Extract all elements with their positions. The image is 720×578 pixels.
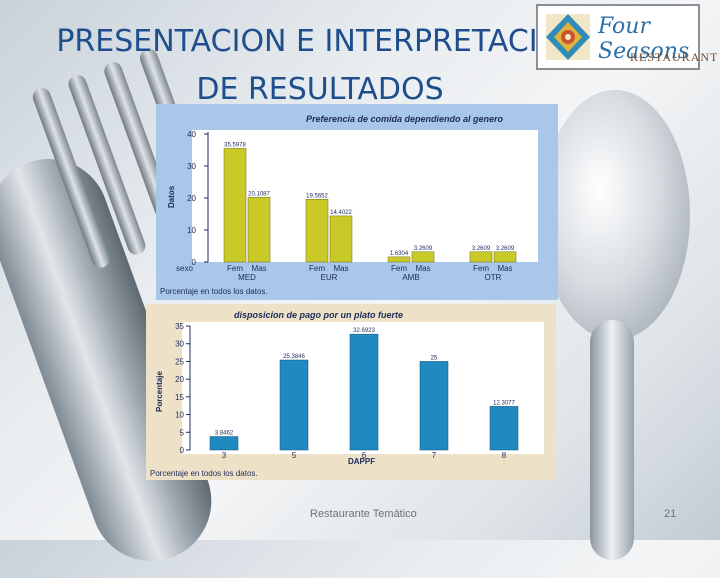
chart1-bar-5: [411, 251, 435, 263]
chart1-sub-label-1: Mas: [251, 264, 266, 273]
chart1-data-label-2: 19.5652: [306, 193, 328, 199]
chart1-group-label-1: EUR: [321, 273, 338, 282]
chart2-category-label-1: 5: [292, 451, 297, 460]
logo-sub-text: RESTAURANT: [630, 50, 719, 64]
chart1-ytick-0: 0: [192, 258, 197, 267]
gender-food-preference-chart: Preferencia de comida dependiendo al gen…: [156, 104, 558, 300]
chart2-category-label-4: 8: [502, 451, 507, 460]
chart1-data-label-7: 3.2609: [496, 246, 515, 252]
chart1-bar-2: [305, 199, 329, 263]
title-line-1: PRESENTACION E INTERPRETACION: [56, 24, 584, 59]
chart1-bar-4: [387, 256, 411, 263]
chart2-svg: disposicion de pago por un plato fuerte …: [150, 310, 544, 478]
chart2-ytick-6: 30: [175, 340, 184, 349]
chart1-sub-label-4: Fem: [391, 264, 407, 273]
chart1-row-label: sexo: [176, 264, 193, 273]
chart2-ylabel: Porcentaje: [155, 371, 164, 412]
chart1-sub-label-7: Mas: [497, 264, 512, 273]
chart1-bar-7: [493, 251, 517, 263]
chart2-data-label-1: 25.3846: [283, 354, 305, 360]
chart1-data-label-5: 3.2609: [414, 246, 433, 252]
chart1-bar-6: [469, 251, 493, 263]
chart1-bar-1: [247, 197, 271, 263]
chart1-data-label-4: 1.6304: [390, 251, 409, 257]
chart2-footnote: Porcentaje en todos los datos.: [150, 469, 258, 478]
chart2-category-label-2: 6: [362, 451, 367, 460]
spoon-handle-decoration: [590, 320, 634, 560]
chart2-ytick-5: 25: [175, 357, 184, 366]
chart1-bar-3: [329, 215, 353, 263]
chart1-sub-label-3: Mas: [333, 264, 348, 273]
chart1-sub-label-6: Fem: [473, 264, 489, 273]
chart2-data-label-3: 25: [431, 355, 438, 361]
slide-title: PRESENTACION E INTERPRETACION DE RESULTA…: [40, 18, 600, 114]
chart1-bar-0: [223, 148, 247, 263]
restaurant-logo: Four Seasons RESTAURANT: [536, 4, 717, 70]
chart2-ytick-7: 35: [175, 322, 184, 331]
chart1-group-label-2: AMB: [402, 273, 419, 282]
chart2-ytick-4: 20: [175, 375, 184, 384]
page-number: 21: [664, 508, 677, 520]
chart1-group-label-0: MED: [238, 273, 256, 282]
chart1-title: Preferencia de comida dependiendo al gen…: [306, 114, 504, 124]
chart2-data-label-2: 32.6923: [353, 328, 375, 334]
chart1-data-label-0: 35.5978: [224, 142, 246, 148]
chart1-ytick-1: 10: [187, 226, 196, 235]
chart2-title: disposicion de pago por un plato fuerte: [234, 310, 403, 320]
spoon-decoration: [540, 90, 690, 340]
chart1-group-label-3: OTR: [485, 273, 502, 282]
chart1-sub-label-0: Fem: [227, 264, 243, 273]
chart2-xlabel: DAPPF: [348, 457, 375, 466]
sun-emblem-icon: [546, 14, 590, 60]
chart2-ytick-3: 15: [175, 393, 184, 402]
footer-text: Restaurante Temático: [310, 508, 417, 520]
chart1-data-label-6: 3.2609: [472, 246, 491, 252]
chart1-ytick-2: 20: [187, 194, 196, 203]
chart1-svg: Preferencia de comida dependiendo al gen…: [160, 114, 538, 296]
chart1-sub-label-2: Fem: [309, 264, 325, 273]
chart2-ytick-1: 5: [180, 428, 185, 437]
logo-brand-text: Four Seasons: [598, 14, 690, 64]
chart2-category-label-3: 7: [432, 451, 437, 460]
chart1-data-label-3: 14.4022: [330, 210, 352, 216]
chart2-bar-0: [209, 436, 239, 451]
chart1-footnote: Porcentaje en todos los datos.: [160, 287, 268, 296]
chart2-ytick-0: 0: [180, 446, 185, 455]
chart2-data-label-4: 12.3077: [493, 400, 515, 406]
chart2-bar-3: [419, 361, 449, 451]
title-line-2: DE RESULTADOS: [196, 72, 444, 107]
chart1-sub-label-5: Mas: [415, 264, 430, 273]
payment-disposition-chart: disposicion de pago por un plato fuerte …: [146, 304, 556, 480]
chart2-bar-2: [349, 333, 379, 451]
chart2-bar-1: [279, 359, 309, 451]
chart1-ylabel: Datos: [167, 185, 176, 208]
chart2-data-label-0: 3.8462: [215, 431, 234, 437]
chart2-bar-4: [489, 406, 519, 451]
chart1-ytick-3: 30: [187, 162, 196, 171]
chart2-ytick-2: 10: [175, 411, 184, 420]
chart1-ytick-4: 40: [187, 130, 196, 139]
chart2-category-label-0: 3: [222, 451, 227, 460]
chart1-data-label-1: 20.1087: [248, 191, 270, 197]
